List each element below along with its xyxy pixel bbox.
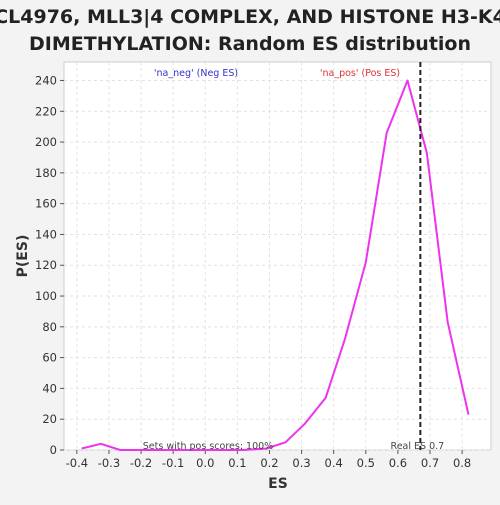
x-tick-label: 0.8 <box>453 456 471 470</box>
y-tick-label: 0 <box>50 443 57 457</box>
y-tick-label: 120 <box>35 258 57 272</box>
real-es-label: Real ES 0.7 <box>391 441 445 452</box>
x-tick-label: 0.6 <box>389 456 407 470</box>
y-tick-label: 240 <box>35 73 57 87</box>
sets-note: Sets with pos scores: 100% <box>143 441 273 452</box>
x-tick-label: 0.3 <box>292 456 310 470</box>
plot-area <box>63 61 492 451</box>
x-axis-label: ES <box>268 476 288 492</box>
x-tick-label: 0.1 <box>228 456 246 470</box>
neg-es-label: 'na_neg' (Neg ES) <box>154 68 238 79</box>
x-tick-label: 0.7 <box>421 456 439 470</box>
pos-es-label: 'na_pos' (Pos ES) <box>320 68 400 79</box>
es-distribution-line <box>81 79 470 451</box>
chart-title-line-2: DIMETHYLATION: Random ES distribution <box>29 33 471 55</box>
y-tick-label: 160 <box>35 197 57 211</box>
x-tick-label: -0.3 <box>98 456 120 470</box>
series-layer <box>81 79 470 451</box>
y-tick-label: 140 <box>35 227 57 241</box>
x-tick-label: -0.4 <box>66 456 88 470</box>
y-axis-label: P(ES) <box>15 235 31 278</box>
x-tick-label: -0.1 <box>162 456 184 470</box>
y-tick-label: 60 <box>42 351 57 365</box>
y-tick-label: 220 <box>35 104 57 118</box>
y-tick-label: 40 <box>42 381 57 395</box>
y-tick-label: 180 <box>35 166 57 180</box>
y-tick-label: 20 <box>42 412 57 426</box>
y-tick-label: 200 <box>35 135 57 149</box>
x-tick-label: 0.5 <box>357 456 375 470</box>
x-tick-label: 0.0 <box>196 456 214 470</box>
chart-title-line-1: CL4976, MLL3|4 COMPLEX, AND HISTONE H3-K… <box>0 6 500 28</box>
x-tick-label: 0.4 <box>325 456 343 470</box>
x-tick-label: 0.2 <box>260 456 278 470</box>
y-tick-label: 100 <box>35 289 57 303</box>
x-tick-label: -0.2 <box>130 456 152 470</box>
axis-ticks: 0 20 40 60 80 100 120 140 160 180 200 220 240 -0.4 -0.… <box>35 73 471 470</box>
y-tick-label: 80 <box>42 320 57 334</box>
